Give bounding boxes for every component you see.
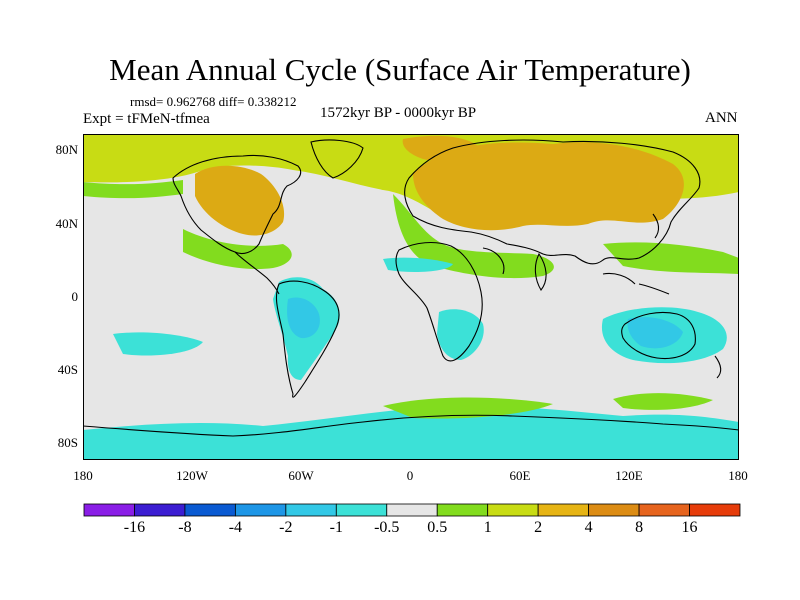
lat-label-40n: 40N [55, 216, 78, 231]
colorbar-swatch [83, 503, 135, 517]
colorbar-label: -2 [279, 519, 293, 536]
colorbar-swatch [134, 503, 186, 517]
colorbar-swatch [386, 503, 438, 517]
lon-label-180e: 180 [728, 468, 748, 483]
colorbar-swatch [436, 503, 489, 517]
australia-coast [621, 311, 696, 360]
colorbar-swatch [285, 503, 337, 517]
sahara-cool-field [383, 257, 453, 272]
colorbar-swatch [234, 503, 287, 517]
colorbar-label: 8 [635, 519, 644, 536]
southern-ocean-warm-field [383, 397, 553, 419]
africa-asia-field [393, 194, 554, 279]
colorbar-label: 16 [681, 519, 698, 536]
japan-coast [652, 213, 660, 239]
australia-core-field [627, 317, 683, 349]
lon-label-180w: 180 [73, 468, 93, 483]
south-america-coast [275, 280, 340, 398]
southern-africa-cool-field [437, 309, 484, 360]
amazon-cool-field [287, 297, 320, 339]
lat-label-0: 0 [71, 289, 79, 304]
pacific-north-field [603, 242, 739, 274]
antarctica-coast [83, 414, 739, 437]
north-america-coast [172, 154, 302, 255]
maritime-asia-coast [602, 272, 670, 295]
eurasia-coast [404, 139, 701, 265]
south-pacific-cool-field [113, 332, 203, 356]
colorbar-swatch [487, 503, 539, 517]
map-frame [83, 134, 739, 460]
lon-label-60w: 60W [288, 468, 314, 483]
lat-label-80n: 80N [55, 142, 78, 157]
colorbar-swatch [537, 503, 590, 517]
colorbar-label: 0.5 [427, 519, 448, 536]
colorbar-label: -16 [123, 519, 146, 536]
colorbar-swatch [184, 503, 236, 517]
colorbar-swatch [638, 503, 690, 517]
colorbar-label: 4 [584, 519, 593, 536]
africa-coast [395, 241, 483, 362]
new-zealand-coast [714, 355, 722, 379]
colorbar [83, 503, 741, 517]
colorbar-swatch [689, 503, 741, 517]
southern-ocean-warm-field-east [613, 393, 713, 410]
lat-label-80s: 80S [57, 435, 78, 450]
greenland-coast [310, 139, 364, 179]
colorbar-label: -8 [178, 519, 192, 536]
colorbar-swatch [588, 503, 640, 517]
coastlines [83, 139, 739, 437]
season-label: ANN [705, 110, 738, 126]
experiment-label: Expt = tFMeN-tfmea [83, 111, 210, 127]
lon-label-60e: 60E [509, 468, 531, 483]
south-asia-coast [482, 247, 547, 291]
central-america-field [183, 229, 292, 270]
lat-label-40s: 40S [57, 362, 78, 377]
chart-title: Mean Annual Cycle (Surface Air Temperatu… [109, 52, 691, 87]
colorbar-label: -1 [329, 519, 343, 536]
lon-label-0: 0 [406, 468, 414, 483]
north-pacific-field [83, 180, 183, 199]
lon-label-120w: 120W [176, 468, 208, 483]
colorbar-label: -4 [228, 519, 243, 536]
scandinavia-warm-field [402, 135, 478, 161]
lon-label-120e: 120E [615, 468, 643, 483]
period-label: 1572kyr BP - 0000kyr BP [320, 105, 477, 121]
colorbar-swatch [335, 503, 388, 517]
world-map [83, 134, 739, 460]
eurasia-warm-field [413, 142, 684, 231]
stats-text: rmsd= 0.962768 diff= 0.338212 [130, 94, 297, 109]
colorbar-label: 1 [483, 519, 492, 536]
north-america-warm-field [195, 165, 285, 236]
colorbar-label: 2 [534, 519, 543, 536]
colorbar-label: -0.5 [374, 519, 400, 536]
